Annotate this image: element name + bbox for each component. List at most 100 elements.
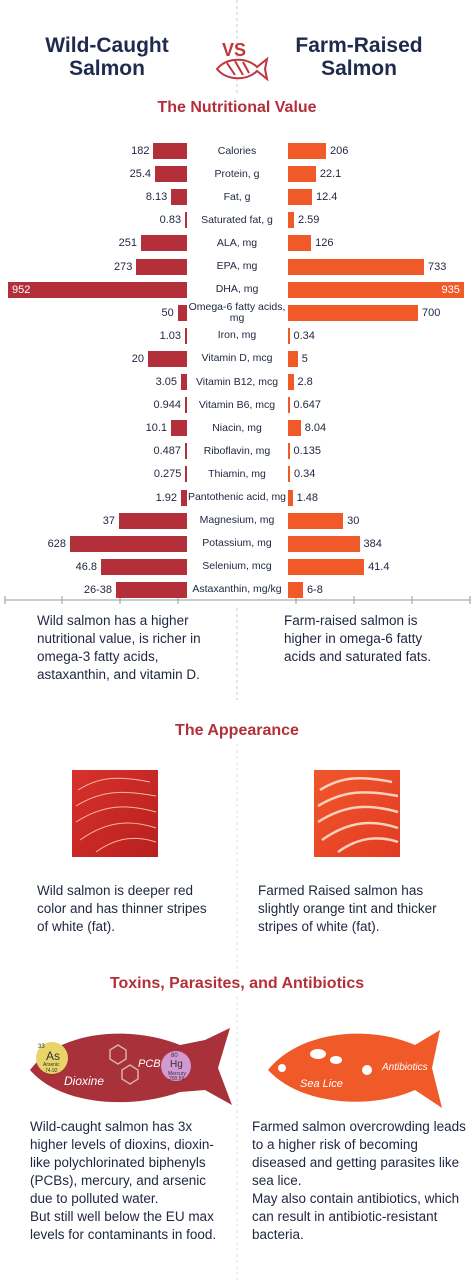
- dioxine-label: Dioxine: [64, 1074, 105, 1088]
- value-label: 0.135: [293, 445, 322, 458]
- bar: [288, 466, 290, 483]
- bar: [288, 558, 365, 575]
- value-label: 6-8: [306, 583, 323, 596]
- bar: [153, 143, 187, 159]
- row-label: Riboflavin, mg: [203, 444, 271, 457]
- row-label: Vitamin D, mcg: [201, 352, 273, 365]
- bar: [288, 235, 312, 252]
- wild-appearance-note: Wild salmon is deeper red color and has …: [37, 883, 207, 934]
- bar: [288, 397, 290, 414]
- bar: [288, 281, 464, 298]
- value-label: 126: [315, 237, 334, 250]
- row-label: ALA, mg: [216, 236, 258, 249]
- paragraph: Wild-caught salmon has 3x higher levels …: [30, 1119, 214, 1206]
- value-label: 26-38: [83, 583, 112, 596]
- value-label: 46.8: [75, 560, 97, 573]
- farm-nutrition-note: Farm-raised salmon is higher in omega-6 …: [284, 613, 432, 664]
- value-label: 2.59: [298, 214, 320, 227]
- bar: [181, 374, 187, 390]
- bar: [181, 489, 187, 506]
- bar: [288, 189, 312, 206]
- value-label: 0.83: [159, 214, 182, 227]
- bar: [288, 374, 294, 390]
- section-title: Toxins, Parasites, and Antibiotics: [0, 973, 474, 995]
- nutrition-title: The Nutritional Value: [149, 97, 325, 119]
- bar: [288, 166, 316, 183]
- bar: [101, 558, 187, 575]
- appearance-title: The Appearance: [167, 720, 307, 742]
- element-mass: 74.92: [45, 1068, 58, 1074]
- bar: [288, 512, 344, 529]
- bar: [185, 466, 187, 483]
- bar: [288, 258, 424, 275]
- value-label: 0.275: [153, 468, 182, 481]
- row-label: Iron, mg: [217, 329, 257, 342]
- row-label: Selenium, mcg: [202, 560, 272, 573]
- bar: [119, 512, 187, 529]
- vs-label: VS: [222, 40, 247, 60]
- row-label: Thiamin, mg: [208, 467, 266, 480]
- bar: [185, 327, 187, 344]
- left-title: Wild-Caught Salmon: [45, 34, 169, 80]
- value-label: 0.34: [293, 329, 315, 342]
- row-label: Vitamin B12, mcg: [195, 375, 279, 388]
- bar: [177, 304, 187, 321]
- value-label: 8.13: [145, 191, 168, 204]
- bar: [288, 420, 301, 437]
- value-label: 1.03: [159, 329, 181, 342]
- value-label: 12.4: [316, 191, 338, 204]
- toxins-title: Toxins, Parasites, and Antibiotics: [101, 973, 373, 995]
- element-symbol: As: [46, 1049, 61, 1063]
- row-label: Fat, g: [223, 190, 251, 203]
- bar: [155, 166, 187, 183]
- value-label: 30: [347, 514, 360, 527]
- bar: [8, 281, 187, 298]
- value-label: 5: [301, 352, 308, 365]
- row-label: Saturated fat, g: [201, 213, 273, 226]
- paragraph: May also contain antibiotics, which can …: [252, 1191, 460, 1242]
- value-label: 182: [131, 145, 150, 157]
- value-label: 25.4: [129, 168, 151, 181]
- value-label: 50: [161, 306, 174, 319]
- value-label: 3.05: [155, 376, 177, 388]
- value-label: 733: [428, 260, 447, 273]
- bar: [136, 258, 187, 275]
- section-title: The Appearance: [0, 720, 474, 742]
- value-label: 8.04: [304, 422, 327, 435]
- row-label: Calories: [217, 144, 257, 157]
- bar: [185, 397, 187, 414]
- value-label: 22.1: [319, 168, 342, 181]
- bar: [148, 350, 187, 367]
- bar: [185, 212, 187, 229]
- element-number: 33: [38, 1044, 45, 1050]
- antibiotics-label: Antibiotics: [382, 1062, 428, 1073]
- right-title: Farm-Raised Salmon: [295, 34, 423, 80]
- bar: [288, 350, 298, 367]
- wild-nutrition-note: Wild salmon has a higher nutritional val…: [37, 613, 201, 682]
- value-label: 384: [363, 537, 382, 550]
- value-label: 1.48: [296, 491, 319, 504]
- value-label: 37: [102, 514, 115, 527]
- bar: [141, 235, 187, 252]
- bar: [288, 327, 290, 344]
- value-label: 952: [12, 283, 31, 296]
- bar: [288, 489, 293, 506]
- row-label: EPA, mg: [216, 260, 258, 272]
- value-label: 41.4: [368, 560, 390, 573]
- row-label: DHA, mg: [215, 283, 259, 296]
- element-mass: 200.59: [169, 1076, 185, 1082]
- farm-toxins-note: Farmed salmon overcrowding leads to a hi…: [252, 1118, 467, 1244]
- element-symbol: Hg: [170, 1059, 183, 1070]
- bar: [288, 304, 418, 321]
- value-label: 20: [131, 352, 144, 365]
- bar: [288, 581, 303, 598]
- value-label: 0.487: [153, 445, 181, 458]
- bar: [171, 189, 187, 206]
- row-label: Pantothenic acid, mg: [187, 491, 287, 503]
- paragraph: Farmed salmon overcrowding leads to a hi…: [252, 1119, 466, 1188]
- value-label: 10.1: [145, 422, 167, 435]
- sea-lice-label: Sea Lice: [300, 1078, 343, 1090]
- farm-appearance-note: Farmed Raised salmon has slightly orange…: [258, 883, 437, 934]
- bar: [185, 443, 187, 460]
